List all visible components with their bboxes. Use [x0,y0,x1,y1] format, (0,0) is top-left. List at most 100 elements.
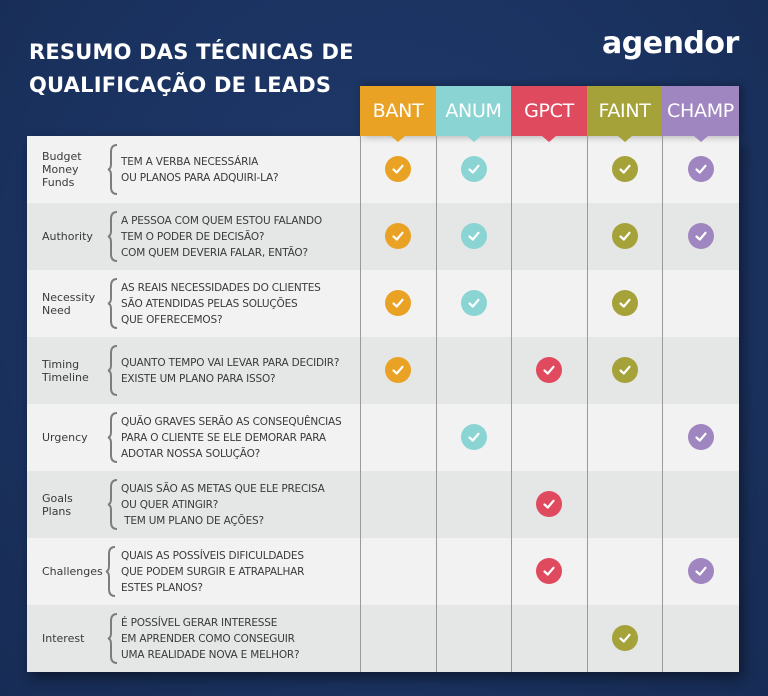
check-circle-icon [385,357,411,383]
question-line: OU QUER ATINGIR? [121,498,219,511]
check-circle-icon [611,290,638,316]
title-line-1: RESUMO DAS TÉCNICAS DE [29,40,354,64]
question-line: É POSSÍVEL GERAR INTERESSE [121,616,278,629]
column-divider [436,136,437,672]
question-line: QUE OFERECEMOS? [121,313,223,326]
criteria-term: Funds [42,176,75,189]
criteria-term: Necessity [42,290,96,304]
criteria-label: Necessity Need [42,270,112,337]
criteria-label: Challenges [42,538,112,605]
question-line: A PESSOA COM QUEM ESTOU FALANDO [121,214,322,227]
check-circle-icon [687,424,714,450]
qualifying-question: QUÃO GRAVES SERÃO AS CONSEQUÊNCIAS PARA O… [121,404,361,471]
table-row: Authority A PESSOA COM QUEM ESTOU FALANDO… [27,203,739,270]
check-circle-icon [611,156,638,182]
column-header-label: ANUM [445,100,502,122]
curly-brace-icon [105,546,117,597]
question-line: QUANTO TEMPO VAI LEVAR PARA DECIDIR? [121,356,340,369]
criteria-label: Authority [42,203,112,270]
curly-brace-icon [107,211,119,262]
curly-brace-icon [107,479,119,530]
check-circle-icon [687,223,714,249]
question-line: SÃO ATENDIDAS PELAS SOLUÇÕES [121,297,298,310]
qualifying-question: AS REAIS NECESSIDADES DO CLIENTES SÃO ATE… [121,270,361,337]
check-circle-icon [385,290,411,316]
qualifying-question: TEM A VERBA NECESSÁRIA OU PLANOS PARA ADQ… [121,136,361,203]
criteria-term: Interest [42,632,85,645]
criteria-term: Authority [42,230,93,243]
question-line: QUAIS AS POSSÍVEIS DIFICULDADES [121,549,304,562]
criteria-label: Budget Money Funds [42,136,112,203]
question-line: QUAIS SÃO AS METAS QUE ELE PRECISA [121,482,325,495]
check-circle-icon [385,156,411,182]
qualifying-question: QUAIS SÃO AS METAS QUE ELE PRECISA OU QUE… [121,471,361,538]
check-circle-icon [611,357,638,383]
check-circle-icon [460,290,487,316]
column-divider [587,136,588,672]
criteria-term: Need [42,303,71,317]
column-divider [511,136,512,672]
question-line: ADOTAR NOSSA SOLUÇÃO? [121,447,261,460]
qualifying-question: É POSSÍVEL GERAR INTERESSE EM APRENDER CO… [121,605,361,672]
column-header-label: BANT [372,100,424,122]
column-divider [360,136,361,672]
table-row: Urgency QUÃO GRAVES SERÃO AS CONSEQUÊNCIA… [27,404,739,471]
curly-brace-icon [107,345,119,396]
table-row: Challenges QUAIS AS POSSÍVEIS DIFICULDADE… [27,538,739,605]
check-circle-icon [611,625,638,651]
column-header-label: CHAMP [667,100,734,122]
curly-brace-icon [107,613,119,664]
criteria-label: Urgency [42,404,112,471]
criteria-label: Interest [42,605,112,672]
table-row: Goals Plans QUAIS SÃO AS METAS QUE ELE PRE… [27,471,739,538]
check-circle-icon [687,156,714,182]
column-header-faint: FAINT [587,86,662,142]
qualifying-question: QUAIS AS POSSÍVEIS DIFICULDADES QUE PODEM… [121,538,361,605]
question-line: AS REAIS NECESSIDADES DO CLIENTES [121,281,321,294]
criteria-term: Urgency [42,431,88,444]
check-circle-icon [460,156,487,182]
question-line: TEM O PODER DE DECISÃO? [121,230,265,243]
table-row: Timing Timeline QUANTO TEMPO VAI LEVAR PAR… [27,337,739,404]
column-header-bant: BANT [360,86,436,142]
table-row: Necessity Need AS REAIS NECESSIDADES DO CL… [27,270,739,337]
qualifying-question: A PESSOA COM QUEM ESTOU FALANDO TEM O POD… [121,203,361,270]
check-circle-icon [460,223,487,249]
header-pointer-notch [693,136,708,142]
check-circle-icon [460,424,487,450]
qualifying-question: QUANTO TEMPO VAI LEVAR PARA DECIDIR? EXIS… [121,337,361,404]
title-line-2: QUALIFICAÇÃO DE LEADS [29,73,332,97]
header-pointer-notch [617,136,632,142]
column-header-champ: CHAMP [662,86,739,142]
criteria-term: Budget [42,150,82,163]
question-line: PARA O CLIENTE SE ELE DEMORAR PARA [121,431,326,444]
question-line: OU PLANOS PARA ADQUIRI-LA? [121,171,279,184]
question-line: QUE PODEM SURGIR E ATRAPALHAR [121,565,305,578]
check-circle-icon [536,357,562,383]
column-header-gpct: GPCT [511,86,587,142]
check-circle-icon [536,558,562,584]
question-line: QUÃO GRAVES SERÃO AS CONSEQUÊNCIAS [121,415,342,428]
criteria-term: Challenges [42,565,103,578]
criteria-term: Plans [42,504,72,518]
criteria-term: Goals [42,491,73,505]
header-pointer-notch [466,136,481,142]
question-line: EXISTE UM PLANO PARA ISSO? [121,372,276,385]
check-circle-icon [536,491,562,517]
curly-brace-icon [107,144,119,195]
criteria-term: Timeline [42,370,89,384]
curly-brace-icon [107,412,119,463]
table-row: Interest É POSSÍVEL GERAR INTERESSE EM APR… [27,605,739,672]
qualification-table: Budget Money Funds TEM A VERBA NECESSÁRIA OU… [27,136,739,672]
criteria-term: Timing [42,357,80,371]
criteria-label: Goals Plans [42,471,112,538]
agendor-logo: agendor [602,26,739,61]
table-row: Budget Money Funds TEM A VERBA NECESSÁRIA OU… [27,136,739,203]
criteria-term: Money [42,163,79,176]
question-line: TEM UM PLANO DE AÇÕES? [121,514,264,527]
column-divider [662,136,663,672]
header-pointer-notch [391,136,405,142]
column-header-label: GPCT [524,100,574,122]
column-header-label: FAINT [598,100,651,122]
question-line: COM QUEM DEVERIA FALAR, ENTÃO? [121,246,308,259]
